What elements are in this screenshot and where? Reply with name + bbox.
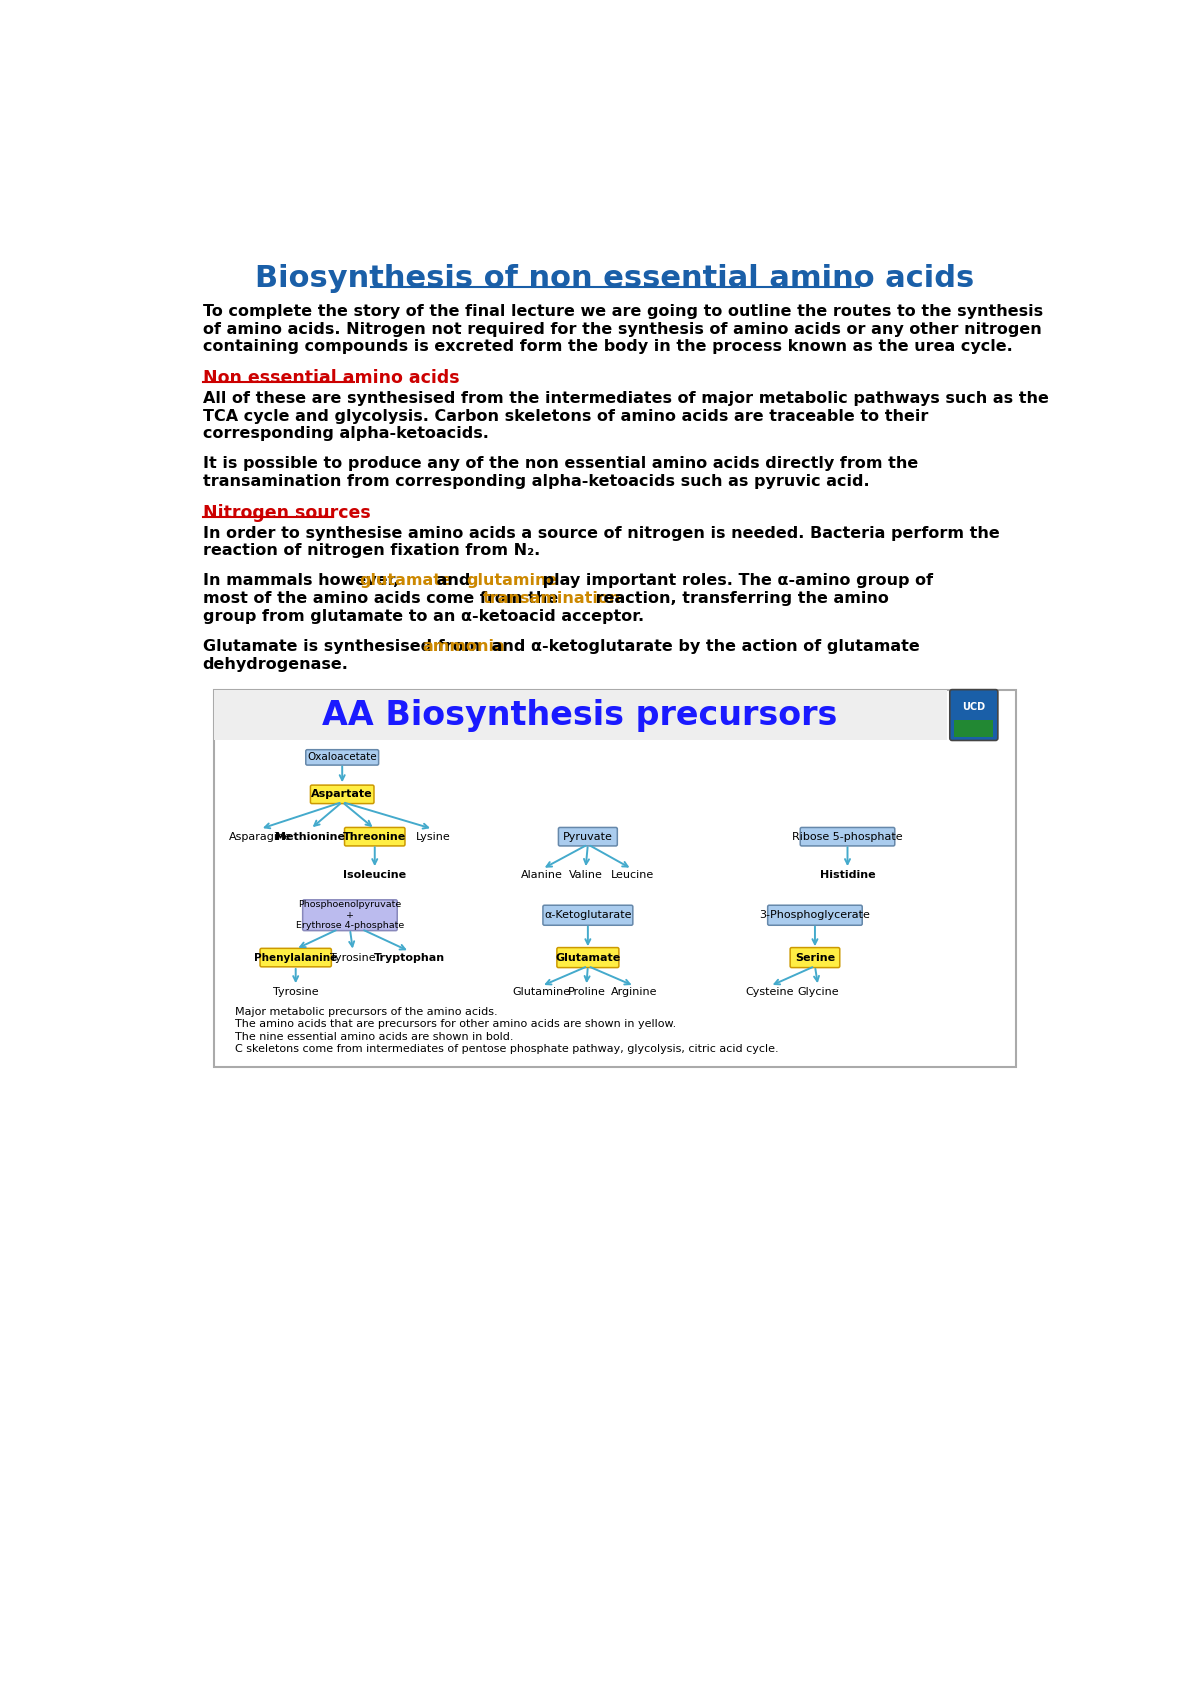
Text: It is possible to produce any of the non essential amino acids directly from the: It is possible to produce any of the non… — [203, 457, 918, 472]
Text: Isoleucine: Isoleucine — [343, 869, 407, 880]
FancyBboxPatch shape — [214, 689, 947, 740]
FancyBboxPatch shape — [311, 784, 374, 803]
Text: corresponding alpha-ketoacids.: corresponding alpha-ketoacids. — [203, 426, 488, 441]
Text: Glutamine: Glutamine — [512, 987, 570, 997]
Text: All of these are synthesised from the intermediates of major metabolic pathways : All of these are synthesised from the in… — [203, 391, 1049, 406]
Text: reaction, transferring the amino: reaction, transferring the amino — [589, 591, 888, 606]
FancyBboxPatch shape — [260, 949, 331, 966]
Text: The amino acids that are precursors for other amino acids are shown in yellow.: The amino acids that are precursors for … — [235, 1019, 677, 1029]
Text: Tyrosine: Tyrosine — [272, 987, 318, 997]
FancyBboxPatch shape — [800, 827, 895, 846]
Text: Serine: Serine — [794, 953, 835, 963]
Text: Non essential amino acids: Non essential amino acids — [203, 368, 466, 387]
Text: Major metabolic precursors of the amino acids.: Major metabolic precursors of the amino … — [235, 1007, 498, 1017]
FancyBboxPatch shape — [557, 947, 619, 968]
Text: Arginine: Arginine — [611, 987, 658, 997]
Text: dehydrogenase.: dehydrogenase. — [203, 657, 348, 671]
FancyBboxPatch shape — [542, 905, 632, 925]
Text: Nitrogen sources: Nitrogen sources — [203, 504, 377, 521]
Text: C skeletons come from intermediates of pentose phosphate pathway, glycolysis, ci: C skeletons come from intermediates of p… — [235, 1044, 779, 1054]
Text: Glutamate is synthesised from: Glutamate is synthesised from — [203, 638, 486, 654]
FancyBboxPatch shape — [950, 689, 998, 740]
Text: transamination: transamination — [482, 591, 620, 606]
Text: most of the amino acids come from the: most of the amino acids come from the — [203, 591, 564, 606]
FancyBboxPatch shape — [768, 905, 863, 925]
Text: UCD: UCD — [962, 703, 985, 713]
Text: and: and — [431, 574, 476, 589]
FancyBboxPatch shape — [790, 947, 840, 968]
Text: Proline: Proline — [568, 987, 605, 997]
Text: Glycine: Glycine — [797, 987, 839, 997]
Text: AA Biosynthesis precursors: AA Biosynthesis precursors — [323, 698, 838, 732]
Text: α-Ketoglutarate: α-Ketoglutarate — [544, 910, 631, 920]
Text: transamination from corresponding alpha-ketoacids such as pyruvic acid.: transamination from corresponding alpha-… — [203, 474, 869, 489]
Text: Asparagine: Asparagine — [228, 832, 292, 842]
Text: Leucine: Leucine — [611, 869, 654, 880]
Text: TCA cycle and glycolysis. Carbon skeletons of amino acids are traceable to their: TCA cycle and glycolysis. Carbon skeleto… — [203, 409, 928, 423]
Text: Biosynthesis of non essential amino acids: Biosynthesis of non essential amino acid… — [256, 263, 974, 292]
Text: Cysteine: Cysteine — [745, 987, 794, 997]
FancyBboxPatch shape — [306, 751, 379, 766]
Text: Pyruvate: Pyruvate — [563, 832, 613, 842]
Text: glutamine: glutamine — [466, 574, 557, 589]
Text: play important roles. The α-amino group of: play important roles. The α-amino group … — [536, 574, 932, 589]
FancyBboxPatch shape — [344, 827, 404, 846]
Text: group from glutamate to an α-ketoacid acceptor.: group from glutamate to an α-ketoacid ac… — [203, 610, 644, 623]
Text: Phosphoenolpyruvate
+
Erythrose 4-phosphate: Phosphoenolpyruvate + Erythrose 4-phosph… — [296, 900, 404, 931]
Text: ammonia: ammonia — [422, 638, 505, 654]
Text: Aspartate: Aspartate — [311, 790, 373, 800]
Text: Valine: Valine — [569, 869, 602, 880]
Text: Lysine: Lysine — [415, 832, 450, 842]
Text: Tryptophan: Tryptophan — [374, 953, 445, 963]
Text: In order to synthesise amino acids a source of nitrogen is needed. Bacteria perf: In order to synthesise amino acids a sou… — [203, 526, 1000, 540]
FancyBboxPatch shape — [558, 827, 617, 846]
FancyBboxPatch shape — [954, 720, 994, 737]
Text: Alanine: Alanine — [521, 869, 563, 880]
Text: and α-ketoglutarate by the action of glutamate: and α-ketoglutarate by the action of glu… — [486, 638, 920, 654]
Text: containing compounds is excreted form the body in the process known as the urea : containing compounds is excreted form th… — [203, 340, 1013, 355]
Text: To complete the story of the final lecture we are going to outline the routes to: To complete the story of the final lectu… — [203, 304, 1043, 319]
Text: of amino acids. Nitrogen not required for the synthesis of amino acids or any ot: of amino acids. Nitrogen not required fo… — [203, 321, 1042, 336]
Text: Threonine: Threonine — [343, 832, 407, 842]
FancyBboxPatch shape — [302, 900, 397, 931]
Text: 3-Phosphoglycerate: 3-Phosphoglycerate — [760, 910, 870, 920]
Text: Oxaloacetate: Oxaloacetate — [307, 752, 377, 762]
Text: Tyrosine: Tyrosine — [330, 953, 376, 963]
Text: Glutamate: Glutamate — [556, 953, 620, 963]
Text: Histidine: Histidine — [820, 869, 875, 880]
Text: reaction of nitrogen fixation from N₂.: reaction of nitrogen fixation from N₂. — [203, 543, 540, 559]
FancyBboxPatch shape — [214, 689, 1016, 1066]
Text: Phenylalanine: Phenylalanine — [254, 953, 337, 963]
Text: In mammals however,: In mammals however, — [203, 574, 404, 589]
Text: Ribose 5-phosphate: Ribose 5-phosphate — [792, 832, 902, 842]
Text: glutamate: glutamate — [359, 574, 452, 589]
Text: The nine essential amino acids are shown in bold.: The nine essential amino acids are shown… — [235, 1031, 514, 1041]
Text: Methionine: Methionine — [276, 832, 346, 842]
